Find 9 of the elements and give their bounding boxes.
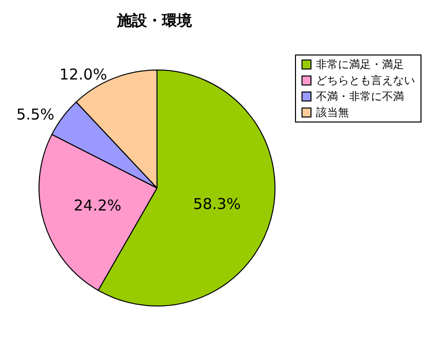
legend-label: 不満・非常に不満	[316, 90, 404, 103]
legend-label: 非常に満足・満足	[316, 58, 404, 71]
chart-title: 施設・環境	[116, 12, 193, 30]
data-label: 24.2%	[74, 196, 122, 215]
data-label: 5.5%	[16, 106, 54, 124]
legend-label: 該当無	[316, 106, 349, 119]
data-label: 12.0%	[59, 66, 108, 84]
legend-label: どちらとも言えない	[316, 74, 415, 87]
data-label: 58.3%	[193, 194, 241, 213]
